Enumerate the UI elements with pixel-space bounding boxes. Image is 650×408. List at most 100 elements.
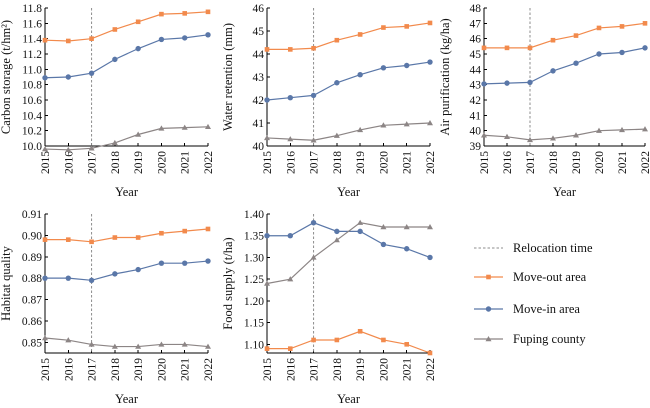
data-point-fuping bbox=[357, 126, 364, 133]
data-point-move-in bbox=[88, 277, 95, 283]
y-axis-title: Habitat quality bbox=[0, 245, 13, 320]
y-tick-label: 11.6 bbox=[22, 18, 42, 30]
x-axis-title: Year bbox=[115, 185, 139, 199]
data-point-move-out bbox=[619, 24, 625, 29]
data-point-fuping bbox=[111, 343, 118, 349]
series-line-fuping bbox=[266, 122, 431, 141]
data-point-move-out bbox=[159, 230, 164, 236]
x-tick-label: 2016 bbox=[63, 358, 75, 381]
data-point-move-out bbox=[357, 32, 363, 37]
y-tick-label: 40 bbox=[470, 126, 482, 138]
x-tick-label: 2018 bbox=[110, 151, 122, 174]
data-point-move-out bbox=[550, 37, 556, 43]
legend-swatch-marker bbox=[486, 274, 491, 280]
data-point-move-out bbox=[573, 33, 579, 38]
data-point-move-out bbox=[65, 237, 71, 242]
data-point-move-out bbox=[481, 45, 487, 51]
y-tick-label: 43 bbox=[253, 72, 265, 84]
data-point-move-out bbox=[427, 20, 433, 26]
chart-panel-2: 40 41 42 43 44 45 46 2015 2016 2017 2018 2019 2020 20… bbox=[221, 3, 437, 199]
x-tick-label: 2017 bbox=[87, 358, 99, 381]
y-tick-label: 10.0 bbox=[22, 141, 42, 153]
y-tick-label: 43 bbox=[470, 80, 482, 92]
data-point-fuping bbox=[42, 335, 48, 341]
data-point-fuping bbox=[135, 131, 142, 137]
y-tick-label: 11.0 bbox=[22, 64, 42, 76]
data-point-fuping bbox=[65, 146, 72, 153]
series-line-move-in bbox=[44, 34, 209, 79]
data-point-move-in bbox=[182, 260, 188, 266]
data-point-move-in bbox=[65, 74, 71, 80]
x-tick-label: 2015 bbox=[262, 358, 274, 381]
x-tick-label: 2020 bbox=[378, 358, 390, 381]
x-axis-title: Year bbox=[115, 392, 139, 406]
series-line-move-out bbox=[45, 228, 209, 243]
data-point-move-out bbox=[427, 350, 433, 356]
y-tick-label: 11.2 bbox=[22, 49, 42, 61]
y-tick-label: 1.25 bbox=[244, 274, 264, 286]
y-tick-label: 10.2 bbox=[22, 126, 42, 138]
series-line-move-out bbox=[267, 330, 431, 354]
data-point-move-in bbox=[287, 233, 293, 239]
data-point-fuping bbox=[264, 280, 270, 286]
data-point-move-out bbox=[182, 228, 188, 234]
data-point-fuping bbox=[427, 224, 433, 230]
data-point-move-out bbox=[205, 226, 211, 232]
legend-item-move-in-area: Move-in area bbox=[474, 302, 580, 316]
data-point-move-out bbox=[205, 9, 211, 15]
y-axis-title: Carbon storage (t/hm²) bbox=[0, 20, 13, 134]
data-point-fuping bbox=[310, 254, 317, 260]
x-tick-label: 2021 bbox=[180, 151, 192, 174]
data-point-move-in bbox=[427, 254, 433, 261]
data-point-fuping bbox=[380, 224, 387, 230]
data-point-fuping bbox=[310, 137, 317, 143]
data-point-move-in bbox=[264, 233, 270, 239]
x-tick-label: 2021 bbox=[402, 151, 414, 174]
data-point-fuping bbox=[596, 127, 602, 133]
data-point-move-in bbox=[619, 49, 625, 56]
x-tick-label: 2015 bbox=[479, 151, 491, 174]
series-line-move-out bbox=[267, 22, 431, 51]
legend-label: Fuping county bbox=[513, 332, 586, 346]
y-tick-label: 39 bbox=[470, 141, 482, 153]
data-point-move-in bbox=[205, 258, 211, 264]
data-point-fuping bbox=[158, 341, 165, 347]
y-tick-label: 46 bbox=[470, 34, 482, 46]
data-point-move-in bbox=[357, 72, 363, 78]
data-point-move-out bbox=[357, 328, 363, 334]
x-axis-title: Year bbox=[553, 185, 577, 199]
data-point-move-out bbox=[89, 36, 94, 41]
data-point-fuping bbox=[427, 120, 433, 126]
data-point-move-in bbox=[404, 62, 410, 69]
y-tick-label: 41 bbox=[470, 110, 482, 122]
data-point-move-in bbox=[112, 56, 118, 63]
data-point-fuping bbox=[619, 126, 625, 133]
data-point-move-out bbox=[182, 11, 188, 16]
x-axis-title: Year bbox=[337, 185, 361, 199]
y-tick-label: 42 bbox=[253, 95, 265, 107]
x-tick-label: 2019 bbox=[133, 358, 145, 381]
legend-item-move-out-area: Move-out area bbox=[474, 270, 587, 284]
data-point-move-in bbox=[287, 95, 293, 101]
y-tick-label: 10.8 bbox=[22, 80, 42, 92]
data-point-move-in bbox=[135, 45, 141, 52]
data-point-move-out bbox=[334, 37, 340, 43]
y-tick-label: 0.91 bbox=[22, 209, 42, 221]
legend-item-relocation-time: Relocation time bbox=[474, 241, 593, 255]
y-tick-label: 44 bbox=[253, 49, 265, 61]
legend: Relocation time Move-out area Move-in area… bbox=[474, 241, 593, 346]
data-point-move-out bbox=[527, 45, 533, 51]
data-point-move-in bbox=[182, 35, 188, 41]
data-point-fuping bbox=[88, 341, 95, 347]
data-point-fuping bbox=[380, 122, 387, 128]
data-point-fuping bbox=[264, 134, 270, 141]
data-point-move-out bbox=[135, 19, 141, 25]
chart-panel-1: 10.0 10.2 10.4 10.6 10.8 11.0 11.2 11.4 11.6 11.8… bbox=[0, 3, 215, 199]
x-tick-label: 2016 bbox=[285, 151, 297, 174]
data-point-move-out bbox=[159, 11, 164, 17]
data-point-move-out bbox=[112, 27, 118, 32]
data-point-move-in bbox=[88, 70, 95, 76]
y-tick-label: 11.8 bbox=[22, 3, 42, 15]
y-tick-label: 10.4 bbox=[22, 110, 42, 122]
